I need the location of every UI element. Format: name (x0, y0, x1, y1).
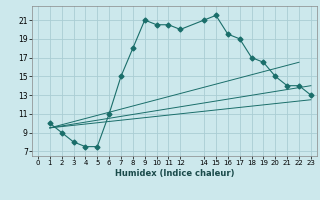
X-axis label: Humidex (Indice chaleur): Humidex (Indice chaleur) (115, 169, 234, 178)
